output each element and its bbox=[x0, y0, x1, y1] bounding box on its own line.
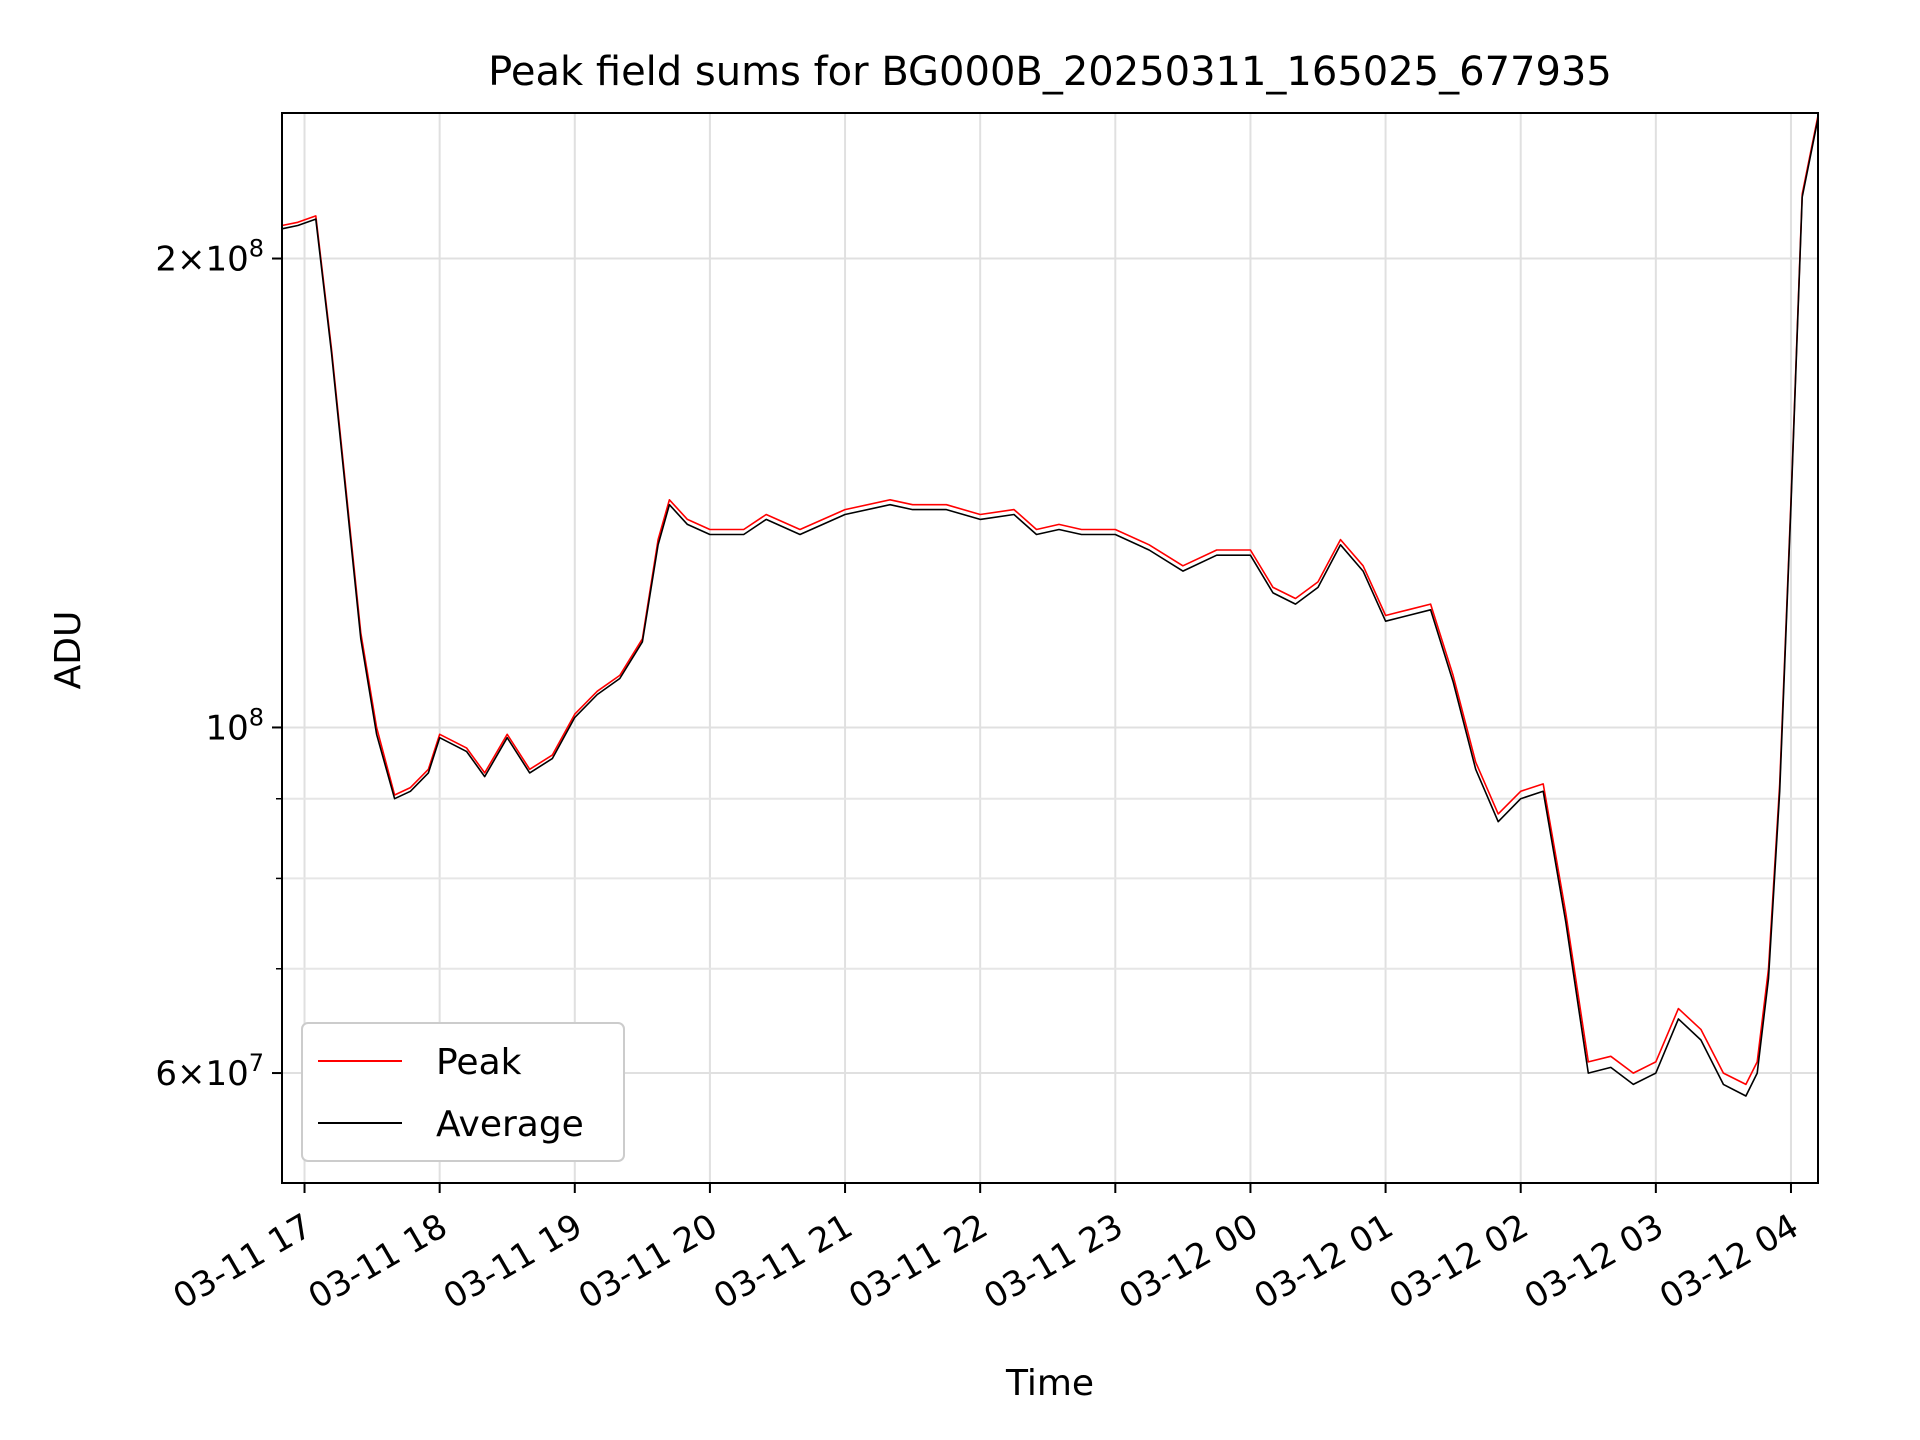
x-tick-label: 03-11 21 bbox=[707, 1206, 859, 1317]
x-tick-label: 03-11 22 bbox=[842, 1206, 994, 1317]
x-tick-label: 03-11 23 bbox=[977, 1206, 1129, 1317]
x-axis-label: Time bbox=[1005, 1363, 1094, 1404]
legend-box bbox=[301, 1022, 625, 1162]
legend: Peak Average bbox=[301, 1022, 625, 1162]
legend-label-average: Average bbox=[436, 1104, 584, 1145]
series-lines bbox=[281, 115, 1819, 1097]
y-axis-ticks: 2×108 108 6×107 bbox=[155, 235, 282, 1094]
x-tick-label: 03-11 19 bbox=[437, 1206, 589, 1317]
plot-frame bbox=[281, 112, 1819, 1184]
x-tick-label: 03-12 00 bbox=[1113, 1206, 1265, 1317]
chart-title: Peak field sums for BG000B_20250311_1650… bbox=[488, 49, 1612, 95]
y-tick-label: 2×108 bbox=[155, 235, 264, 280]
y-tick-label: 108 bbox=[205, 703, 264, 748]
x-tick-label: 03-11 17 bbox=[167, 1206, 319, 1317]
x-tick-label: 03-12 04 bbox=[1653, 1206, 1805, 1317]
y-axis-label: ADU bbox=[48, 611, 89, 690]
x-tick-label: 03-11 20 bbox=[572, 1206, 724, 1317]
series-line-average bbox=[281, 118, 1819, 1097]
x-tick-label: 03-12 01 bbox=[1248, 1206, 1400, 1317]
grid bbox=[282, 113, 1818, 1183]
series-line-peak bbox=[281, 115, 1819, 1086]
x-tick-label: 03-12 03 bbox=[1518, 1206, 1670, 1317]
legend-label-peak: Peak bbox=[436, 1042, 522, 1083]
x-tick-label: 03-12 02 bbox=[1383, 1206, 1535, 1317]
y-tick-label: 6×107 bbox=[155, 1049, 264, 1094]
x-tick-label: 03-11 18 bbox=[302, 1206, 454, 1317]
